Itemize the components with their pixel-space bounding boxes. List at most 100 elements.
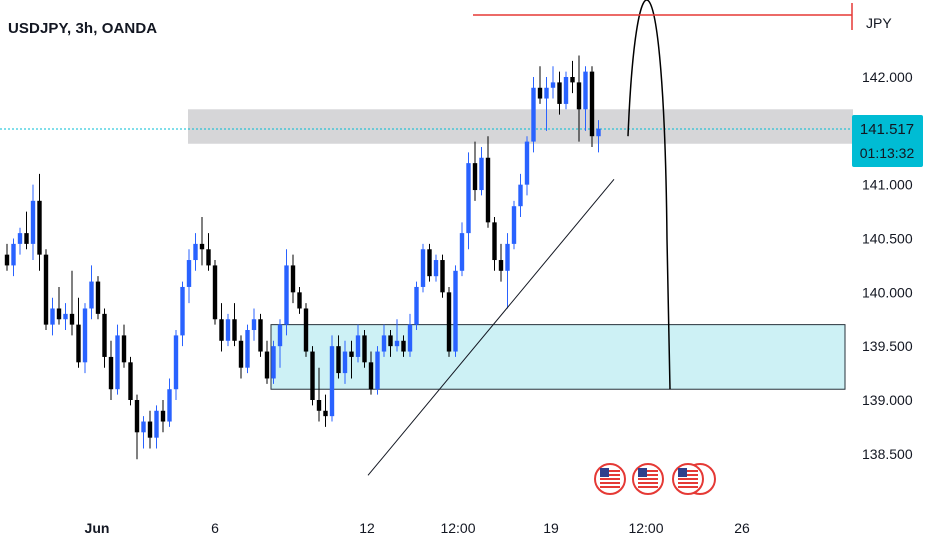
candle bbox=[232, 303, 237, 347]
candle bbox=[316, 367, 322, 422]
candle-body bbox=[537, 87, 543, 99]
time-tick-label: 26 bbox=[734, 520, 750, 536]
us-flag-icon[interactable] bbox=[632, 463, 664, 495]
candle bbox=[43, 249, 49, 331]
candle-body bbox=[401, 340, 406, 352]
candle-body bbox=[505, 243, 510, 271]
candle bbox=[271, 340, 276, 384]
us-flag-icon[interactable] bbox=[672, 463, 716, 495]
candle-body bbox=[225, 319, 231, 341]
candle bbox=[492, 216, 497, 271]
candle-body bbox=[56, 308, 62, 320]
candle bbox=[297, 286, 302, 314]
candle bbox=[420, 243, 426, 293]
price-tag-background bbox=[852, 115, 923, 167]
price-tag-price: 141.517 bbox=[860, 121, 914, 138]
projection-arrow-path[interactable] bbox=[627, 0, 671, 390]
candle bbox=[95, 276, 101, 320]
candle bbox=[264, 340, 270, 384]
candle-body bbox=[147, 421, 153, 438]
trendline[interactable] bbox=[367, 178, 615, 476]
candle bbox=[4, 243, 10, 271]
candle bbox=[329, 335, 335, 422]
price-tick-label: 142.000 bbox=[862, 69, 913, 85]
candle bbox=[69, 270, 75, 336]
candle bbox=[63, 303, 68, 331]
candle-body bbox=[134, 400, 140, 433]
time-tick-label: 19 bbox=[543, 520, 559, 536]
candle bbox=[76, 297, 81, 368]
candle bbox=[108, 340, 114, 400]
candle bbox=[186, 249, 192, 304]
candle bbox=[303, 303, 309, 357]
candle-body bbox=[381, 335, 387, 352]
support-zone bbox=[270, 324, 846, 390]
candle-body bbox=[511, 206, 517, 244]
candle bbox=[310, 346, 315, 406]
economic-events[interactable] bbox=[594, 463, 716, 495]
candle bbox=[466, 152, 471, 250]
price-tick-label: 138.500 bbox=[862, 446, 913, 462]
price-tick-label: 140.500 bbox=[862, 231, 913, 247]
candle-body bbox=[277, 324, 283, 347]
candle bbox=[193, 233, 198, 271]
candle-body bbox=[459, 233, 465, 271]
candle-body bbox=[362, 335, 367, 363]
candle bbox=[89, 265, 94, 320]
candle-body bbox=[446, 292, 452, 352]
price-axis[interactable]: 142.000 141.000 140.500 140.000 139.500 139.0… bbox=[862, 69, 913, 462]
candle bbox=[505, 233, 510, 309]
candle-body bbox=[17, 233, 23, 244]
candle-body bbox=[43, 254, 49, 325]
candle-body bbox=[544, 87, 549, 99]
candle bbox=[544, 77, 549, 131]
candle-body bbox=[108, 356, 114, 390]
candle-body bbox=[82, 308, 88, 363]
candle bbox=[141, 416, 146, 449]
candle-body bbox=[420, 249, 426, 287]
candle-body bbox=[251, 319, 257, 331]
candle bbox=[550, 66, 556, 99]
candle-body bbox=[589, 71, 595, 137]
candle-body bbox=[355, 335, 361, 357]
candle bbox=[167, 378, 172, 427]
candle bbox=[583, 66, 588, 131]
candle bbox=[381, 324, 387, 357]
candle bbox=[245, 324, 250, 374]
candle bbox=[388, 330, 393, 357]
candle-body bbox=[498, 260, 504, 271]
candle bbox=[128, 356, 133, 406]
candle bbox=[576, 55, 582, 142]
time-tick-label: 12:00 bbox=[440, 520, 475, 536]
candle-body bbox=[570, 77, 575, 83]
candle-body bbox=[76, 324, 81, 363]
candle-body bbox=[342, 351, 348, 374]
price-tick-label: 139.500 bbox=[862, 338, 913, 354]
candle bbox=[336, 335, 341, 379]
time-axis[interactable]: Jun 6 12 12:00 19 12:00 26 bbox=[85, 520, 750, 536]
candle-body bbox=[336, 346, 341, 374]
candle-body bbox=[258, 319, 263, 352]
candle bbox=[472, 141, 478, 201]
candle bbox=[17, 227, 23, 255]
candle-body bbox=[550, 82, 556, 88]
zones-layer bbox=[188, 109, 853, 390]
candle bbox=[180, 281, 185, 347]
candle bbox=[596, 120, 601, 153]
candle-body bbox=[4, 254, 10, 266]
candle bbox=[147, 410, 153, 449]
candle bbox=[531, 77, 536, 153]
candle-body bbox=[50, 308, 55, 325]
candle-body bbox=[121, 335, 127, 363]
us-flag-icon[interactable] bbox=[594, 463, 626, 495]
candle bbox=[563, 71, 569, 110]
candle-body bbox=[368, 362, 374, 390]
candle-body bbox=[329, 346, 335, 417]
candle-body bbox=[492, 222, 497, 261]
last-price-tag: 141.517 01:13:32 bbox=[852, 115, 923, 167]
candle bbox=[160, 400, 166, 433]
candle-body bbox=[160, 410, 166, 422]
candle-body bbox=[524, 141, 530, 185]
candle-body bbox=[407, 324, 413, 352]
